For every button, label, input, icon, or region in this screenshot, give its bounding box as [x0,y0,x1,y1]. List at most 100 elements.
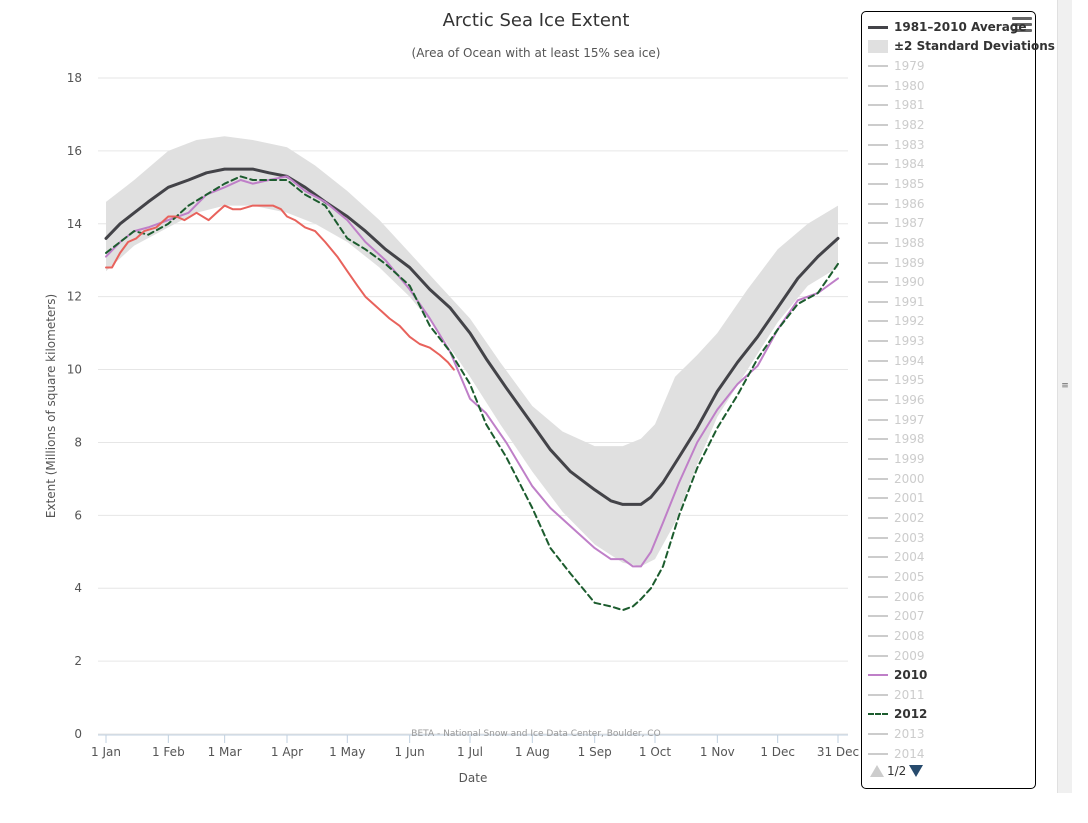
legend-item-year[interactable]: 1983 [868,136,925,154]
legend-item-year[interactable]: 1986 [868,195,925,213]
legend-item-year[interactable]: 1993 [868,332,925,350]
legend-item-year[interactable]: 1984 [868,155,925,173]
legend-item-band[interactable]: ±2 Standard Deviations [868,37,1055,55]
series-line-2[interactable] [105,175,839,612]
legend-label: 1998 [894,432,925,447]
legend-label: 1983 [894,137,925,152]
legend-item-year[interactable]: 2008 [868,627,925,645]
legend-label: 1980 [894,78,925,93]
y-axis-title: Extent (Millions of square kilometers) [44,294,58,518]
legend-item-year[interactable]: 1991 [868,293,925,311]
legend-swatch [868,65,888,67]
legend-item-year[interactable]: 1985 [868,175,925,193]
legend-label: 1989 [894,255,925,270]
legend-item-year[interactable]: 1989 [868,254,925,272]
axes: 0 2 4 6 8 10 12 14 16 18 1 Jan 1 Feb 1 Mar 1 Apr 1 May… [67,71,859,759]
legend-swatch [868,595,888,598]
legend-item-year[interactable]: 1998 [868,430,925,448]
std-deviation-band [106,136,838,567]
legend-swatch [868,202,888,205]
legend-pagination: 1/2 [870,764,924,778]
legend-swatch [868,634,888,637]
legend-label: 2008 [894,628,925,643]
legend-swatch [868,713,888,716]
scrollbar[interactable]: ≡ [1057,0,1072,793]
legend-item-year[interactable]: 1994 [868,352,925,370]
legend-label: 1986 [894,196,925,211]
page-indicator: 1/2 [887,764,907,778]
legend-label: 2004 [894,550,925,565]
x-tick-label: 1 Apr [271,745,303,759]
legend-swatch [868,733,888,736]
legend-item-year[interactable]: 1999 [868,450,925,468]
legend-item-year[interactable]: 2003 [868,529,925,547]
legend-item-average[interactable]: 1981–2010 Average [868,18,1027,36]
legend-label: 2013 [894,727,925,742]
legend-item-year[interactable]: 2013 [868,725,925,743]
legend-item-year[interactable]: 1996 [868,391,925,409]
legend-item-year[interactable]: 1995 [868,371,925,389]
legend-item-year[interactable]: 1979 [868,57,925,75]
series-line-0[interactable] [104,167,840,506]
legend-item-year[interactable]: 1982 [868,116,925,134]
legend-item-year[interactable]: 2009 [868,647,925,665]
legend-item-year[interactable]: 1992 [868,312,925,330]
legend: 1981–2010 Average ±2 Standard Deviations… [861,11,1055,789]
y-tick-label: 10 [67,363,82,377]
y-tick-label: 14 [67,217,82,231]
legend-label: 2012 [894,707,928,722]
scrollbar-grip[interactable]: ≡ [1061,381,1069,391]
y-tick-label: 16 [67,144,82,158]
legend-swatch [868,693,888,696]
legend-label: 2006 [894,589,925,604]
legend-item-year[interactable]: 1997 [868,411,925,429]
legend-item-year[interactable]: 1981 [868,96,925,114]
page-up-arrow-icon[interactable] [870,765,884,777]
legend-label: 2000 [894,471,925,486]
legend-label: 1981 [894,98,925,113]
legend-item-year[interactable]: 2014 [868,745,925,763]
page-down-arrow-icon[interactable] [909,765,924,777]
legend-swatch [868,379,888,382]
x-tick-label: 1 Feb [152,745,185,759]
legend-item-year[interactable]: 2007 [868,607,925,625]
legend-item-year[interactable]: 2001 [868,489,925,507]
std-deviation-band-layer [106,136,838,567]
legend-item-year[interactable]: 2012 [868,705,927,723]
legend-label: 1996 [894,393,925,407]
legend-item-year[interactable]: 2011 [868,686,925,704]
legend-item-year[interactable]: 2005 [868,568,925,586]
legend-swatch [868,123,888,126]
hamburger-menu-icon[interactable] [1012,17,1032,33]
x-tick-label: 1 Mar [208,745,242,759]
legend-swatch [868,752,888,755]
x-tick-label: 1 May [329,745,365,759]
chart-subtitle: (Area of Ocean with at least 15% sea ice… [412,46,661,60]
legend-swatch [868,674,888,677]
legend-label: 2007 [894,609,925,624]
legend-swatch [868,458,888,460]
x-tick-label: 1 Dec [760,745,795,759]
x-tick-label: 1 Jul [457,745,483,759]
legend-label: 2003 [894,530,925,545]
y-tick-label: 12 [67,290,82,304]
legend-swatch [868,84,888,87]
legend-swatch [868,163,888,166]
y-tick-label: 8 [74,435,82,449]
legend-item-year[interactable]: 2004 [868,548,925,566]
series-line-3[interactable] [105,204,455,371]
legend-item-year[interactable]: 1988 [868,234,925,252]
legend-item-year[interactable]: 2002 [868,509,925,527]
legend-label: 1981–2010 Average [894,20,1027,34]
chart-title: Arctic Sea Ice Extent [443,10,630,31]
legend-item-year[interactable]: 1990 [868,273,925,291]
legend-item-year[interactable]: 2000 [868,470,925,488]
legend-item-year[interactable]: 2010 [868,666,927,684]
legend-swatch [868,261,888,264]
x-tick-label: 31 Dec [817,745,859,759]
y-tick-label: 2 [74,654,82,668]
legend-label: ±2 Standard Deviations [894,39,1055,53]
legend-item-year[interactable]: 1980 [868,77,925,95]
legend-item-year[interactable]: 1987 [868,214,925,232]
legend-item-year[interactable]: 2006 [868,588,925,606]
